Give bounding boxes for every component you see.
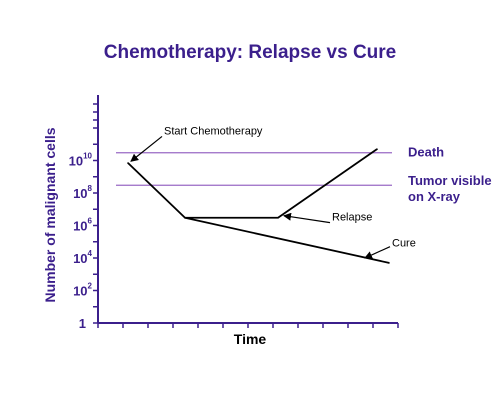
data-point (184, 216, 186, 219)
data-point (376, 148, 378, 150)
y-tick-label: 104 (73, 249, 92, 266)
plot-area: 1 102 104 106 108 1010 Death Tumor visible on X-… (69, 95, 492, 331)
reference-line-label: Death (408, 145, 444, 160)
y-tick-label: 1010 (69, 152, 93, 169)
annotation-arrow (364, 246, 391, 259)
y-tick-label: 102 (73, 282, 92, 299)
data-point (127, 162, 129, 164)
annotation-label: Start Chemotherapy (164, 125, 263, 137)
data-point (388, 262, 390, 264)
x-axis-label: Time (234, 331, 267, 347)
y-tick-label: 106 (73, 217, 92, 234)
chart-title: Chemotherapy: Relapse vs Cure (104, 42, 397, 63)
annotation-label: Relapse (332, 212, 372, 224)
annotation-arrow (283, 212, 331, 224)
y-tick-label: 1 (79, 316, 86, 331)
y-axis-label: Number of malignant cells (42, 127, 58, 302)
reference-line-label: Tumor visible on X-ray (408, 173, 492, 204)
annotation-arrow (130, 135, 163, 162)
series-line (184, 216, 390, 264)
series-line (127, 148, 378, 219)
y-tick-label: 108 (73, 184, 92, 201)
data-point (277, 216, 279, 219)
annotation-label: Cure (392, 238, 416, 250)
